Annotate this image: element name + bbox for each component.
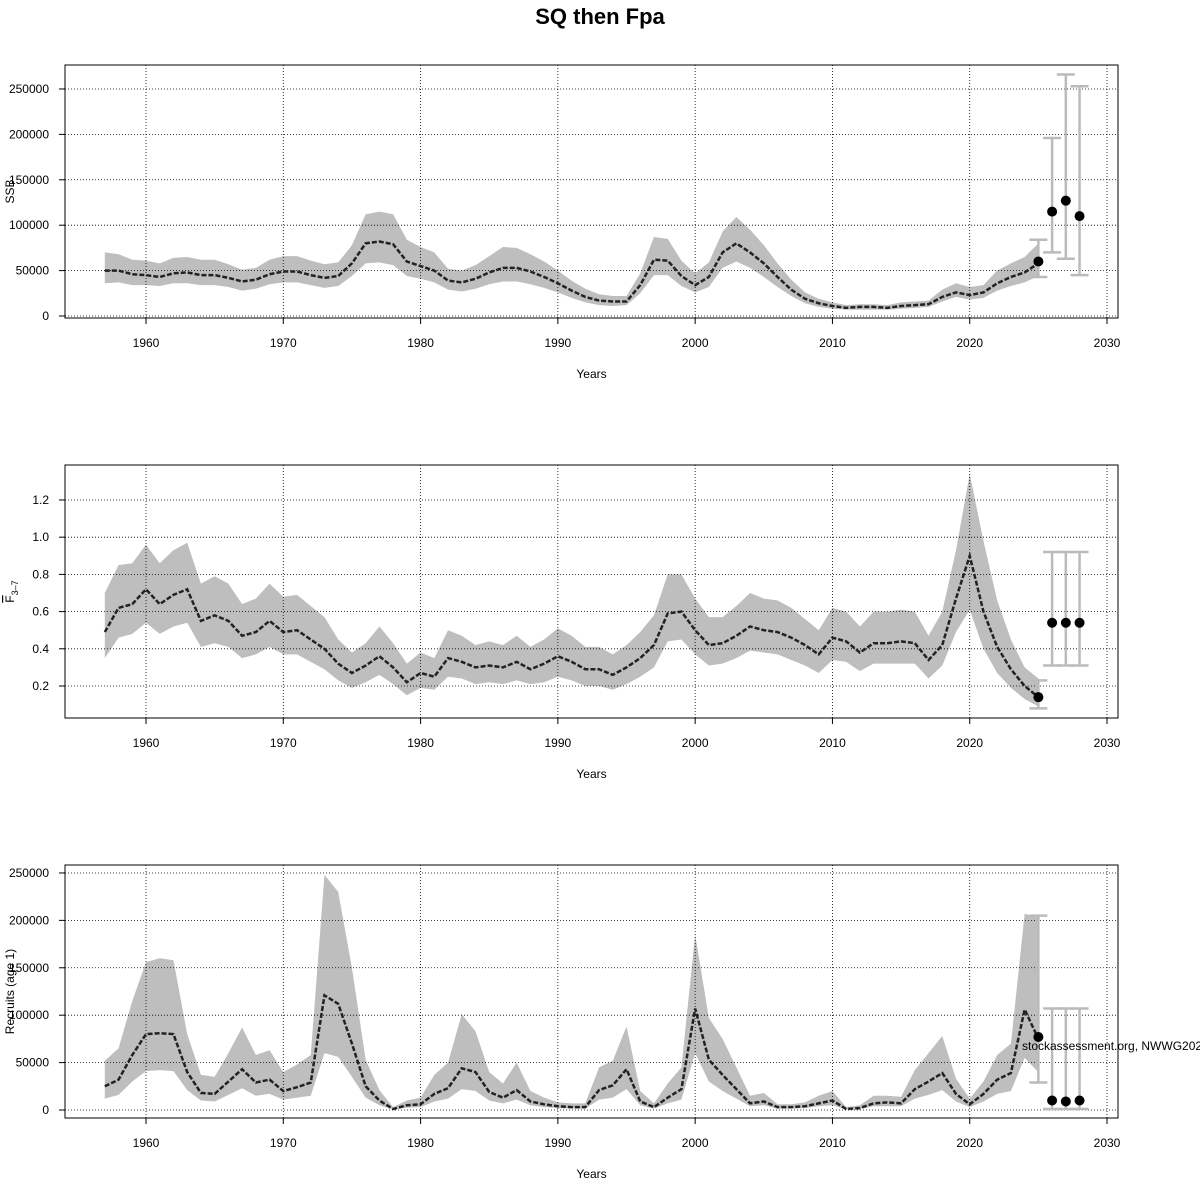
x-tick-label: 2000 (682, 736, 709, 750)
y-axis-label: F3–7 (3, 580, 20, 602)
y-tick-label: 250000 (9, 82, 49, 96)
forecast-point (1047, 1095, 1058, 1106)
x-tick-label: 2010 (819, 336, 846, 350)
y-axis-label-main: F (3, 595, 17, 602)
estimate-line (104, 993, 1040, 1111)
x-tick-label: 1990 (545, 736, 572, 750)
forecast-point (1033, 692, 1044, 703)
forecast-point (1047, 206, 1058, 217)
x-tick-label: 1980 (407, 736, 434, 750)
y-axis-label-main: Recruits (age 1) (3, 949, 17, 1034)
x-tick-label: 1970 (270, 736, 297, 750)
plot-frame (64, 64, 1119, 319)
x-tick-label: 2030 (1094, 736, 1121, 750)
annotation: stockassessment.org, NWWG2025_ha (1022, 1039, 1200, 1053)
y-tick-label: 0.8 (32, 567, 49, 581)
y-tick-label: 0.6 (32, 605, 49, 619)
y-tick-label: 150000 (9, 961, 49, 975)
x-tick-label: 1990 (545, 336, 572, 350)
forecast-point (1060, 617, 1071, 628)
y-tick-label: 50000 (16, 264, 50, 278)
x-tick-label: 2020 (956, 336, 983, 350)
estimate-line (103, 551, 1040, 699)
confidence-band (104, 211, 1039, 310)
x-tick-label: 1970 (270, 336, 297, 350)
y-tick-label: 0 (42, 1103, 49, 1117)
forecast-point (1060, 1096, 1071, 1107)
x-tick-label: 1960 (133, 1136, 160, 1150)
y-tick-label: 100000 (9, 218, 49, 232)
x-axis-label: Years (576, 367, 606, 381)
y-tick-label: 50000 (16, 1056, 50, 1070)
plot-frame (64, 464, 1119, 719)
x-tick-label: 1960 (133, 336, 160, 350)
forecast-point (1074, 1095, 1085, 1106)
x-tick-label: 2010 (819, 736, 846, 750)
x-tick-label: 2020 (956, 1136, 983, 1150)
y-tick-label: 0.2 (32, 679, 49, 693)
forecast-point (1033, 1031, 1044, 1042)
y-tick-label: 200000 (9, 127, 49, 141)
y-axis-label: Recruits (age 1) (3, 949, 17, 1034)
y-tick-label: 100000 (9, 1008, 49, 1022)
confidence-band (104, 473, 1039, 707)
y-tick-label: 250000 (9, 866, 49, 880)
x-axis-label: Years (576, 767, 606, 781)
x-tick-label: 2030 (1094, 336, 1121, 350)
y-tick-label: 200000 (9, 913, 49, 927)
x-tick-label: 2010 (819, 1136, 846, 1150)
forecast-point (1074, 617, 1085, 628)
confidence-band (104, 874, 1039, 1110)
x-tick-label: 1970 (270, 1136, 297, 1150)
figure-title: SQ then Fpa (535, 4, 665, 29)
x-tick-label: 2000 (682, 1136, 709, 1150)
y-axis-label: SSB (3, 179, 17, 203)
x-tick-label: 2000 (682, 336, 709, 350)
plot-area (65, 865, 1118, 1118)
forecast-point (1033, 256, 1044, 267)
y-tick-label: 150000 (9, 173, 49, 187)
y-tick-label: 1.2 (32, 493, 49, 507)
forecast-point (1047, 617, 1058, 628)
y-tick-label: 1.0 (32, 530, 49, 544)
estimate-line (104, 240, 1040, 310)
x-tick-label: 2020 (956, 736, 983, 750)
x-tick-label: 2030 (1094, 1136, 1121, 1150)
x-tick-label: 1960 (133, 736, 160, 750)
y-tick-label: 0 (42, 309, 49, 323)
plot-area (65, 65, 1118, 318)
plot-area (65, 465, 1118, 718)
y-axis-label-main: SSB (3, 179, 17, 203)
forecast-point (1060, 195, 1071, 206)
forecast-point (1074, 211, 1085, 222)
plot-frame (64, 864, 1119, 1119)
x-axis-label: Years (576, 1167, 606, 1181)
x-tick-label: 1980 (407, 336, 434, 350)
y-axis-label-subscript: 3–7 (10, 580, 20, 595)
y-tick-label: 0.4 (32, 642, 49, 656)
x-tick-label: 1990 (545, 1136, 572, 1150)
x-tick-label: 1980 (407, 1136, 434, 1150)
